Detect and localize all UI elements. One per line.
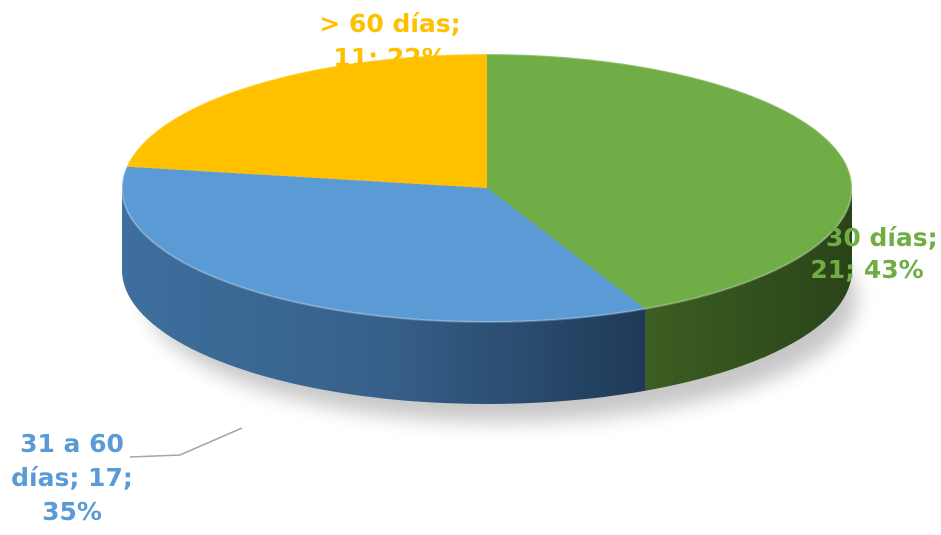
data-label-line: ≤ 30 días; <box>796 223 937 252</box>
pie-slice <box>122 166 646 322</box>
pie-rim <box>121 53 853 323</box>
data-label-line: 11; 22% <box>333 43 446 72</box>
data-label: > 60 días; 11; 22% <box>319 9 460 72</box>
data-label-line: > 60 días; <box>319 9 460 38</box>
data-label: ≤ 30 días; 21; 43% <box>796 223 937 284</box>
data-label-line: 31 a 60 <box>20 429 124 458</box>
data-label: 31 a 60 días; 17; 35% <box>11 429 133 526</box>
pie-slice-side <box>645 188 852 391</box>
data-label-line: días; 17; <box>11 463 133 492</box>
data-label-line: 21; 43% <box>810 255 923 284</box>
pie-slice <box>487 54 852 309</box>
pie-slice-side <box>122 188 646 404</box>
pie-slice <box>126 54 487 188</box>
data-label-line: 35% <box>42 497 102 526</box>
leader-line <box>129 427 243 458</box>
